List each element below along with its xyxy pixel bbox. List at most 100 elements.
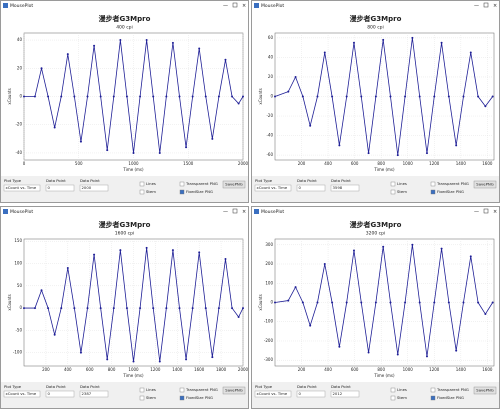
chart-title: 漫步者G3Mpro bbox=[99, 14, 151, 23]
save-button[interactable] bbox=[222, 180, 246, 189]
maximize-button[interactable] bbox=[483, 2, 489, 8]
data-point bbox=[352, 249, 355, 252]
data-point bbox=[231, 307, 234, 310]
data-point-start[interactable] bbox=[296, 184, 326, 192]
transparent-checkbox[interactable] bbox=[430, 387, 436, 393]
stem-checkbox-label: Stem bbox=[397, 189, 407, 194]
plot-type-select[interactable] bbox=[254, 390, 292, 398]
data-point bbox=[185, 358, 188, 361]
data-point bbox=[125, 307, 128, 310]
data-point bbox=[99, 307, 102, 310]
stem-checkbox[interactable] bbox=[139, 189, 145, 195]
transparent-checkbox[interactable] bbox=[179, 181, 185, 187]
fixedsize-checkbox[interactable] bbox=[179, 189, 185, 195]
data-point-label: Data Point bbox=[297, 178, 317, 183]
x-axis-label: Time (ms) bbox=[122, 167, 144, 172]
title-bar bbox=[1, 207, 248, 216]
y-tick-label: 40 bbox=[17, 37, 23, 42]
data-point bbox=[360, 95, 363, 98]
data-point bbox=[418, 301, 421, 304]
lines-checkbox[interactable] bbox=[139, 387, 145, 393]
data-point bbox=[382, 38, 385, 41]
stem-checkbox-label: Stem bbox=[397, 395, 407, 400]
app-icon bbox=[3, 3, 8, 8]
data-point-start[interactable] bbox=[296, 390, 326, 398]
data-point bbox=[66, 53, 69, 56]
data-point bbox=[158, 151, 161, 154]
close-button[interactable]: × bbox=[493, 3, 497, 9]
lines-checkbox[interactable] bbox=[139, 181, 145, 187]
data-point-end[interactable] bbox=[79, 390, 109, 398]
save-button-label: SavePNG bbox=[476, 182, 493, 187]
close-button[interactable]: × bbox=[242, 3, 246, 9]
close-button[interactable]: × bbox=[242, 209, 246, 215]
x-tick-label: 400 bbox=[64, 367, 72, 372]
window-title: MousePlot bbox=[261, 3, 284, 9]
data-point bbox=[316, 301, 319, 304]
save-button-label: SavePNG bbox=[225, 388, 242, 393]
minimize-button[interactable]: — bbox=[223, 209, 228, 215]
data-point bbox=[119, 39, 122, 42]
lines-checkbox[interactable] bbox=[390, 181, 396, 187]
y-tick-label: -100 bbox=[13, 350, 23, 355]
stem-checkbox[interactable] bbox=[139, 395, 145, 401]
minimize-button[interactable]: — bbox=[474, 3, 479, 9]
y-axis-label: xCounts bbox=[258, 88, 263, 104]
data-point bbox=[217, 307, 220, 310]
data-point bbox=[33, 95, 36, 98]
transparent-checkbox[interactable] bbox=[179, 387, 185, 393]
maximize-button[interactable] bbox=[483, 208, 489, 214]
plot-type-label: Plot Type bbox=[4, 384, 22, 389]
fixedsize-checkbox[interactable] bbox=[430, 395, 436, 401]
data-point bbox=[367, 351, 370, 354]
plot-type-select[interactable] bbox=[3, 184, 41, 192]
data-point bbox=[309, 124, 312, 127]
plot-type-select[interactable] bbox=[254, 184, 292, 192]
plot-type-select[interactable] bbox=[3, 390, 41, 398]
data-point-end[interactable] bbox=[330, 390, 360, 398]
app-icon bbox=[3, 209, 8, 214]
window-title: MousePlot bbox=[261, 209, 284, 215]
window-title: MousePlot bbox=[10, 3, 33, 9]
data-point-start[interactable] bbox=[45, 184, 75, 192]
data-point-end[interactable] bbox=[330, 184, 360, 192]
save-button[interactable] bbox=[222, 386, 246, 395]
x-axis-label: Time (ms) bbox=[373, 167, 395, 172]
fixedsize-checkbox[interactable] bbox=[430, 189, 436, 195]
y-tick-label: 40 bbox=[268, 54, 274, 59]
data-point-start-value: 0 bbox=[299, 185, 302, 190]
data-point-start-value: 0 bbox=[48, 185, 51, 190]
data-point bbox=[345, 95, 348, 98]
window: MousePlot — × 漫步者G3Mpro 400 cpi -40 -20 0 20 40 0 5… bbox=[0, 0, 249, 203]
chart-subtitle: 3200 cpi bbox=[366, 231, 385, 237]
chart-subtitle: 800 cpi bbox=[367, 25, 384, 31]
data-line bbox=[274, 37, 493, 156]
data-point bbox=[185, 146, 188, 149]
chart-title: 漫步者G3Mpro bbox=[350, 14, 402, 23]
data-point-end[interactable] bbox=[79, 184, 109, 192]
data-point bbox=[237, 315, 240, 318]
maximize-button[interactable] bbox=[232, 208, 238, 214]
fixedsize-checkbox[interactable] bbox=[179, 395, 185, 401]
data-point bbox=[93, 44, 96, 47]
stem-checkbox[interactable] bbox=[390, 395, 396, 401]
data-point-start-value: 0 bbox=[48, 391, 51, 396]
data-point bbox=[152, 307, 155, 310]
close-button[interactable]: × bbox=[493, 209, 497, 215]
data-point bbox=[145, 39, 148, 42]
save-button[interactable] bbox=[473, 180, 497, 189]
data-point bbox=[191, 95, 194, 98]
data-point-start[interactable] bbox=[45, 390, 75, 398]
minimize-button[interactable]: — bbox=[474, 209, 479, 215]
y-tick-label: 0 bbox=[19, 305, 22, 310]
transparent-checkbox[interactable] bbox=[430, 181, 436, 187]
window: MousePlot — × 漫步者G3Mpro 1600 cpi -100 -50 0 50 10… bbox=[0, 206, 249, 409]
lines-checkbox[interactable] bbox=[390, 387, 396, 393]
stem-checkbox[interactable] bbox=[390, 189, 396, 195]
x-tick-label: 400 bbox=[324, 367, 332, 372]
x-tick-label: 1000 bbox=[403, 161, 414, 166]
plot-type-select-value: xCount vs. Time bbox=[257, 391, 288, 396]
minimize-button[interactable]: — bbox=[223, 3, 228, 9]
save-button[interactable] bbox=[473, 386, 497, 395]
maximize-button[interactable] bbox=[232, 2, 238, 8]
